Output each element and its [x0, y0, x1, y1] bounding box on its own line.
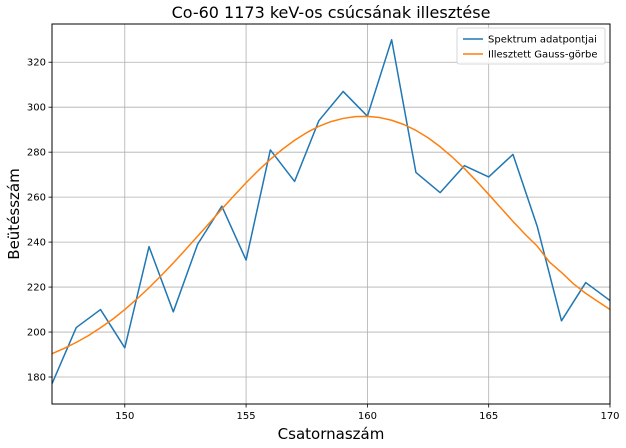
- plot-frame: [51, 23, 611, 405]
- x-tick-label: 170: [600, 411, 619, 422]
- chart-title: Co-60 1173 keV-os csúcsának illesztése: [172, 3, 491, 22]
- y-tick-label: 280: [27, 148, 46, 159]
- x-axis-label: Csatornaszám: [278, 425, 385, 443]
- y-tick-label: 180: [27, 373, 46, 384]
- series-line-2: [52, 115, 610, 355]
- y-axis-label: Beütésszám: [5, 168, 23, 259]
- x-tick-label: 150: [115, 411, 134, 422]
- legend: Spektrum adatpontjai Illesztett Gauss-gör…: [456, 27, 606, 65]
- x-tick-label: 165: [479, 411, 498, 422]
- y-tick-label: 220: [27, 283, 46, 294]
- legend-label-2: Illesztett Gauss-görbe: [488, 50, 598, 61]
- y-tick-label: 240: [27, 238, 46, 249]
- ticks: 150 155 160 165 170 180 200 220 240 260 280 300 320: [27, 58, 620, 422]
- y-tick-label: 260: [27, 193, 46, 204]
- x-tick-label: 155: [237, 411, 256, 422]
- y-tick-label: 200: [27, 328, 46, 339]
- y-tick-label: 300: [27, 103, 46, 114]
- series-line-1: [52, 38, 610, 385]
- x-tick-label: 160: [358, 411, 377, 422]
- y-tick-label: 320: [27, 58, 46, 69]
- series-layer: [52, 38, 610, 385]
- legend-box: [456, 27, 606, 65]
- legend-label-1: Spektrum adatpontjai: [488, 35, 597, 46]
